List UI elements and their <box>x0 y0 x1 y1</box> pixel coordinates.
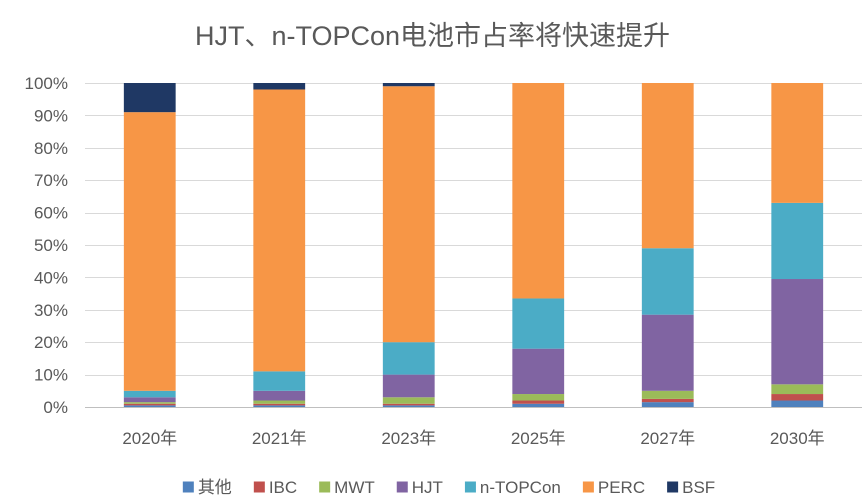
legend-swatch <box>667 481 679 493</box>
bar-segment <box>771 83 824 203</box>
bar-segment <box>382 397 435 404</box>
y-tick-label: 30% <box>34 301 68 320</box>
plot-area <box>123 83 824 407</box>
legend-item: n-TOPCon <box>464 478 561 497</box>
bar-segment <box>512 403 565 407</box>
bar-segment <box>512 83 565 299</box>
bar-segment <box>641 83 694 249</box>
legend-label: PERC <box>598 478 645 497</box>
bar-segment <box>382 83 435 87</box>
y-tick-label: 90% <box>34 106 68 125</box>
legend-item: PERC <box>582 478 645 497</box>
legend-label: 其他 <box>198 478 232 497</box>
y-tick-label: 100% <box>25 74 68 93</box>
x-axis: 2020年 2021年 2023年 2025年 2027年 2030年 <box>122 429 824 448</box>
x-tick-label: 2023年 <box>381 429 436 448</box>
bar-segment <box>253 405 306 407</box>
legend-label: n-TOPCon <box>480 478 561 497</box>
bar-segment <box>771 279 824 385</box>
y-tick-label: 40% <box>34 268 68 287</box>
legend-swatch <box>253 481 265 493</box>
bar-segment <box>253 403 306 406</box>
x-tick-label: 2021年 <box>252 429 307 448</box>
y-tick-label: 70% <box>34 171 68 190</box>
bar-segment <box>253 390 306 401</box>
bar-segment <box>641 398 694 403</box>
bar-segment <box>123 397 176 403</box>
bar-segment <box>123 112 176 391</box>
legend-label: BSF <box>682 478 715 497</box>
y-tick-label: 60% <box>34 204 68 223</box>
bar-segment <box>123 390 176 398</box>
bar-segment <box>382 405 435 407</box>
bar-segment <box>512 394 565 401</box>
bar-segment <box>123 403 176 406</box>
bar-segment <box>382 374 435 398</box>
bar-segment <box>123 405 176 407</box>
bar-segment <box>771 384 824 395</box>
x-tick-label: 2027年 <box>640 429 695 448</box>
bar-segment <box>382 403 435 406</box>
legend-swatch <box>464 481 476 493</box>
bar-segment <box>771 394 824 401</box>
bar-segment <box>641 390 694 399</box>
legend-item: MWT <box>319 478 375 497</box>
legend-swatch <box>319 481 331 493</box>
y-tick-label: 50% <box>34 236 68 255</box>
legend-label: IBC <box>269 478 297 497</box>
bar-segment <box>253 400 306 404</box>
legend-item: 其他 <box>182 478 232 497</box>
gridlines <box>85 83 862 408</box>
y-tick-label: 80% <box>34 139 68 158</box>
y-tick-label: 10% <box>34 366 68 385</box>
legend-label: HJT <box>412 478 443 497</box>
chart-title: HJT、n-TOPCon电池市占率将快速提升 <box>195 21 670 51</box>
y-axis: 0% 10% 20% 30% 40% 50% 60% 70% 80% 90% 100% <box>25 74 68 417</box>
legend-item: IBC <box>253 478 297 497</box>
bar-segment <box>771 400 824 407</box>
bar-segment <box>512 400 565 404</box>
bar-segment <box>382 342 435 375</box>
bar-segment <box>253 371 306 391</box>
bar-segment <box>641 314 694 391</box>
legend: 其他 IBC MWT HJT n-TOPCon PERC BSF <box>182 478 715 497</box>
legend-swatch <box>582 481 594 493</box>
x-tick-label: 2025年 <box>511 429 566 448</box>
bar-segment <box>253 83 306 90</box>
bar-segment <box>641 402 694 407</box>
legend-swatch <box>396 481 408 493</box>
y-tick-label: 20% <box>34 333 68 352</box>
bar-segment <box>382 86 435 343</box>
bar-segment <box>512 348 565 395</box>
legend-item: HJT <box>396 478 443 497</box>
bar-segment <box>641 248 694 315</box>
x-tick-label: 2020年 <box>122 429 177 448</box>
bar-segment <box>123 402 176 404</box>
legend-swatch <box>182 481 194 493</box>
bar-segment <box>771 202 824 280</box>
legend-item: BSF <box>667 478 715 497</box>
y-tick-label: 0% <box>43 398 68 417</box>
bar-segment <box>123 83 176 113</box>
bar-segment <box>253 89 306 372</box>
bar-segment <box>512 298 565 349</box>
legend-label: MWT <box>334 478 375 497</box>
x-tick-label: 2030年 <box>770 429 825 448</box>
